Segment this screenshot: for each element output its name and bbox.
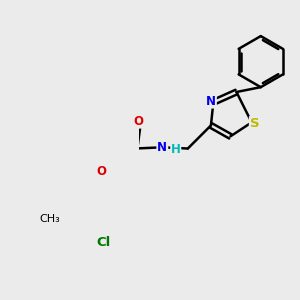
Text: N: N xyxy=(206,94,216,108)
Text: H: H xyxy=(171,142,181,156)
Text: N: N xyxy=(157,141,167,154)
Text: O: O xyxy=(133,115,143,128)
Text: O: O xyxy=(96,165,106,178)
Text: CH₃: CH₃ xyxy=(40,214,61,224)
Text: S: S xyxy=(250,117,260,130)
Text: Cl: Cl xyxy=(96,236,110,249)
